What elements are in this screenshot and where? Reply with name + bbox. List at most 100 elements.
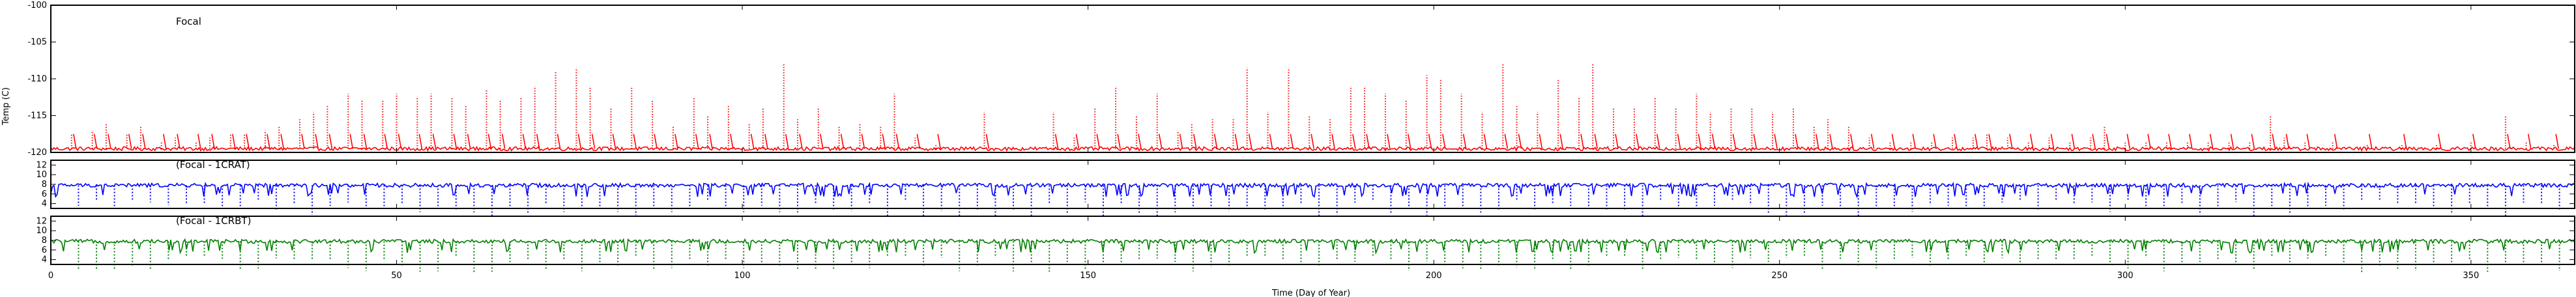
x-tick-label: 0 xyxy=(48,271,53,281)
spike-recovery xyxy=(1442,134,1446,149)
spike-recovery xyxy=(418,134,423,149)
spike-recovery xyxy=(2507,134,2511,149)
y-tick-label: 4 xyxy=(42,255,47,265)
spike-recovery xyxy=(1816,134,1819,149)
spike-recovery xyxy=(1711,134,1716,149)
spike-recovery xyxy=(1774,134,1778,149)
spike-recovery xyxy=(267,134,270,149)
spike-recovery xyxy=(840,134,845,149)
series-line xyxy=(50,238,2575,255)
spike-recovery xyxy=(764,134,768,149)
spike-recovery xyxy=(1366,134,1370,149)
spike-recovery xyxy=(162,134,167,149)
series-line xyxy=(50,182,2575,199)
y-tick-label: 4 xyxy=(42,199,47,209)
x-tick-label: 100 xyxy=(734,271,751,281)
focal-panel: -120 -115 -110 -105 -100 Focal Temp (C) xyxy=(1,1,2575,158)
spike-recovery xyxy=(1636,134,1640,149)
spike-recovery xyxy=(799,134,803,149)
spike-recovery xyxy=(612,134,616,149)
spike-recovery xyxy=(2472,134,2476,149)
spike-recovery xyxy=(2147,134,2151,149)
spike-recovery xyxy=(1615,134,1619,149)
spike-recovery xyxy=(301,134,305,149)
spike-recovery xyxy=(1213,134,1218,149)
spike-recovery xyxy=(2285,134,2290,149)
spike-recovery xyxy=(2071,134,2076,149)
spike-recovery xyxy=(785,134,789,149)
spike-recovery xyxy=(2106,134,2110,149)
spike-recovery xyxy=(1193,134,1197,149)
spike-recovery xyxy=(315,134,319,149)
spike-recovery xyxy=(1352,134,1356,149)
spike-recovery xyxy=(591,134,596,149)
spike-recovery xyxy=(2334,134,2338,149)
spike-recovery xyxy=(2168,134,2172,149)
spike-recovery xyxy=(2029,134,2034,149)
spike-recovery xyxy=(1891,134,1896,149)
y-tick-label: 10 xyxy=(36,170,47,180)
spike-recovery xyxy=(1117,134,1121,149)
crbt-panel-label: (Focal - 1CRBT) xyxy=(176,215,251,227)
focal-y-ticks: -120 -115 -110 -105 -100 xyxy=(27,1,2575,158)
x-tick-label: 200 xyxy=(1426,271,1442,281)
spike-recovery xyxy=(197,134,201,149)
spike-recovery xyxy=(2230,134,2235,149)
spike-recovery xyxy=(730,134,734,149)
spike-recovery xyxy=(2009,134,2013,149)
spike-recovery xyxy=(1656,134,1660,149)
y-tick-label: -115 xyxy=(27,111,47,121)
crat-panel-label: (Focal - 1CRAT) xyxy=(176,159,250,171)
spike-recovery xyxy=(1753,134,1758,149)
spike-recovery xyxy=(882,134,886,149)
spike-recovery xyxy=(522,134,527,149)
spike-recovery xyxy=(2437,134,2442,149)
spike-recovery xyxy=(1096,134,1101,149)
spike-recovery xyxy=(1732,134,1737,149)
spike-recovery xyxy=(1988,134,1992,149)
spike-recovery xyxy=(985,134,990,149)
y-tick-label: 12 xyxy=(36,216,47,226)
spike-recovery xyxy=(2555,134,2559,149)
x-tick-label: 350 xyxy=(2463,271,2479,281)
spike-recovery xyxy=(2050,134,2055,149)
y-tick-label: 6 xyxy=(42,190,47,199)
spike-recovery xyxy=(1870,134,1875,149)
y-tick-label: -110 xyxy=(27,74,47,84)
spike-recovery xyxy=(1518,134,1522,149)
spike-recovery xyxy=(1850,134,1854,149)
x-tick-label: 250 xyxy=(1771,271,1787,281)
spike-recovery xyxy=(820,134,824,149)
spike-recovery xyxy=(1504,134,1509,149)
spike-recovery xyxy=(1698,134,1702,149)
spike-recovery xyxy=(937,134,941,149)
spike-recovery xyxy=(398,134,402,149)
spike-recovery xyxy=(654,134,658,149)
x-axis-label: Time (Day of Year) xyxy=(1271,289,1350,297)
spike-recovery xyxy=(384,134,388,149)
spike-recovery xyxy=(1933,134,1937,149)
x-axis-ticks: 0 50 100 150 200 250 300 350 xyxy=(48,5,2479,281)
y-tick-label: -100 xyxy=(27,1,47,10)
spike-recovery xyxy=(536,134,540,149)
spike-recovery xyxy=(695,134,699,149)
spike-recovery xyxy=(1483,134,1488,149)
spike-recovery xyxy=(557,134,561,149)
x-tick-label: 50 xyxy=(391,271,402,281)
spike-recovery xyxy=(2306,134,2310,149)
spike-recovery xyxy=(895,134,900,149)
spike-recovery xyxy=(328,134,333,149)
spike-recovery xyxy=(2527,134,2532,149)
spike-recovery xyxy=(750,134,755,149)
x-tick-label: 300 xyxy=(2117,271,2134,281)
spike-recovery xyxy=(128,134,132,149)
spike-recovery xyxy=(73,134,77,149)
spike-recovery xyxy=(1912,134,1917,149)
crat-panel-frame xyxy=(50,160,2575,209)
y-tick-label: -120 xyxy=(27,148,47,158)
spike-recovery xyxy=(1677,134,1681,149)
